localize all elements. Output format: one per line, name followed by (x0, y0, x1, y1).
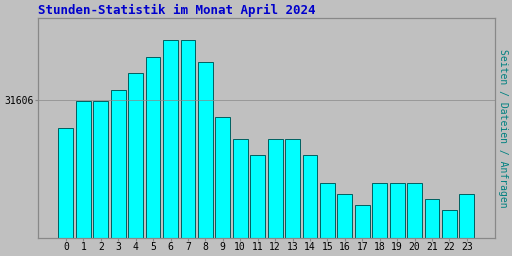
Bar (198, 62, 213, 256)
Bar (268, 139, 283, 256)
Bar (459, 194, 474, 256)
Bar (58, 128, 73, 256)
Bar (128, 73, 143, 256)
Bar (285, 139, 300, 256)
Bar (442, 210, 457, 256)
Bar (233, 139, 248, 256)
Y-axis label: Seiten / Dateien / Anfragen: Seiten / Dateien / Anfragen (498, 49, 508, 207)
Bar (145, 57, 160, 256)
Bar (181, 40, 196, 256)
Bar (250, 155, 265, 256)
Bar (303, 155, 317, 256)
Bar (390, 183, 404, 256)
Text: Stunden-Statistik im Monat April 2024: Stunden-Statistik im Monat April 2024 (38, 4, 315, 17)
Bar (372, 183, 387, 256)
Bar (111, 90, 125, 256)
Bar (163, 40, 178, 256)
Bar (76, 101, 91, 256)
Bar (216, 117, 230, 256)
Bar (320, 183, 335, 256)
Bar (355, 205, 370, 256)
Bar (424, 199, 439, 256)
Bar (337, 194, 352, 256)
Bar (93, 101, 108, 256)
Bar (407, 183, 422, 256)
